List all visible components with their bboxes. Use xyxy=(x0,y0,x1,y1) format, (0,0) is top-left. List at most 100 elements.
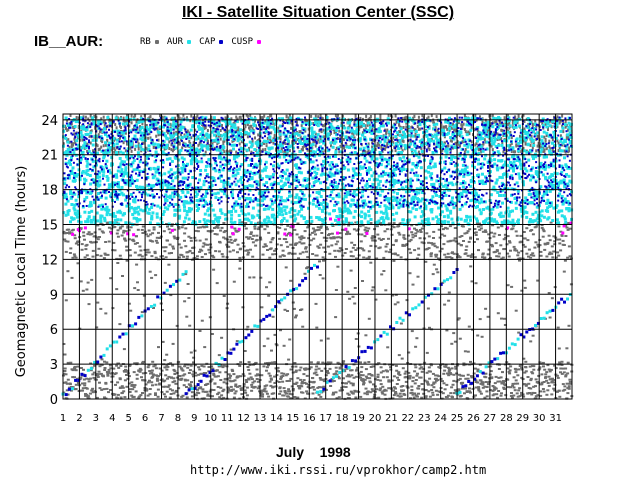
data-point xyxy=(543,368,547,371)
data-point xyxy=(557,149,560,153)
data-point xyxy=(230,192,234,196)
data-point xyxy=(264,130,268,133)
data-point xyxy=(230,123,234,127)
data-point xyxy=(156,165,160,169)
data-point xyxy=(351,255,355,258)
data-point xyxy=(239,389,243,391)
data-point xyxy=(89,218,93,222)
data-point xyxy=(455,372,458,375)
data-point xyxy=(548,145,551,149)
data-point xyxy=(88,134,91,138)
data-point xyxy=(70,145,73,149)
data-point xyxy=(121,275,124,277)
data-point xyxy=(180,136,184,140)
data-point xyxy=(375,225,379,228)
data-point xyxy=(100,363,104,366)
data-point xyxy=(198,379,201,382)
data-point xyxy=(330,244,334,247)
data-point xyxy=(185,213,189,217)
data-point xyxy=(228,120,232,124)
data-point xyxy=(196,149,200,153)
data-point xyxy=(416,372,419,375)
data-point xyxy=(430,384,434,387)
data-point xyxy=(361,280,364,282)
data-point xyxy=(220,226,224,229)
data-point xyxy=(363,392,367,395)
data-point xyxy=(180,368,184,371)
data-point xyxy=(456,140,459,144)
data-point xyxy=(463,150,466,154)
data-point xyxy=(122,174,125,178)
data-point xyxy=(177,387,181,390)
data-point xyxy=(129,309,133,312)
data-point xyxy=(222,222,226,224)
data-point xyxy=(557,141,560,145)
data-point xyxy=(249,221,253,225)
data-point xyxy=(467,240,471,243)
data-point xyxy=(312,139,315,143)
data-point xyxy=(161,257,165,260)
data-point xyxy=(123,160,126,164)
data-point xyxy=(149,115,152,119)
data-point xyxy=(138,185,142,189)
data-point xyxy=(197,143,200,147)
data-point xyxy=(298,130,301,134)
data-point xyxy=(472,241,476,243)
data-point xyxy=(77,243,80,246)
data-point xyxy=(467,325,471,328)
data-point xyxy=(248,276,252,279)
data-point xyxy=(219,379,223,381)
data-point xyxy=(71,228,75,231)
data-point xyxy=(171,364,175,367)
data-point xyxy=(145,147,148,151)
data-point xyxy=(116,169,120,173)
data-point xyxy=(466,377,470,380)
data-point xyxy=(418,367,422,370)
data-point xyxy=(551,148,554,152)
data-point xyxy=(110,156,114,160)
data-point xyxy=(553,240,557,243)
data-point xyxy=(237,126,240,130)
data-point xyxy=(428,326,431,329)
data-point xyxy=(244,205,248,209)
data-point xyxy=(64,116,68,120)
data-point xyxy=(372,138,375,142)
data-point xyxy=(102,257,106,260)
data-point xyxy=(263,387,267,390)
data-point xyxy=(118,192,122,196)
data-point xyxy=(367,255,371,258)
data-point xyxy=(314,114,317,118)
data-point xyxy=(354,221,358,224)
data-point xyxy=(257,139,260,142)
data-point xyxy=(505,134,508,138)
data-point xyxy=(254,136,256,140)
data-point xyxy=(269,198,273,202)
legend-item-cusp: CUSP xyxy=(231,37,262,47)
data-point xyxy=(91,116,95,120)
data-point xyxy=(303,272,307,275)
data-point xyxy=(403,372,407,375)
data-point xyxy=(440,233,444,236)
data-point xyxy=(468,387,471,390)
data-point xyxy=(514,150,517,154)
data-point xyxy=(420,147,423,151)
data-point xyxy=(385,145,388,149)
data-point xyxy=(154,374,158,377)
data-point xyxy=(210,130,214,134)
data-point xyxy=(83,141,87,145)
data-point xyxy=(212,374,216,376)
data-point xyxy=(132,395,136,398)
data-point xyxy=(265,369,268,372)
data-point xyxy=(98,147,101,151)
data-point xyxy=(465,390,469,393)
data-point xyxy=(489,389,492,392)
data-point xyxy=(489,370,493,373)
data-point xyxy=(317,228,321,231)
data-point xyxy=(391,252,395,255)
data-point xyxy=(71,369,75,372)
data-point xyxy=(562,270,566,273)
data-point xyxy=(493,382,497,385)
data-point xyxy=(294,383,298,385)
data-point xyxy=(145,124,148,127)
data-point xyxy=(450,386,454,389)
